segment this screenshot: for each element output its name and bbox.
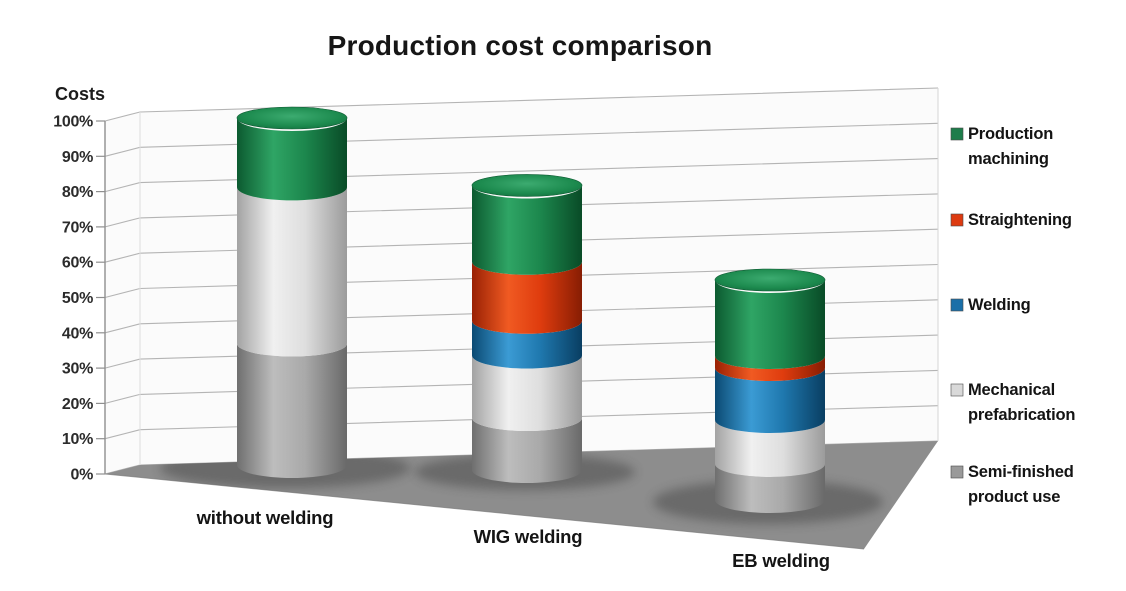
- y-axis: 100% 90% 80% 70% 60% 50% 40% 30% 20% 10% 0%: [53, 114, 106, 484]
- y-tick-label: 60%: [62, 255, 93, 272]
- legend-text-line: Production: [968, 125, 1053, 143]
- legend-swatch-4: [950, 465, 964, 479]
- bar-segment-1-0: [472, 417, 582, 483]
- y-tick-label: 10%: [62, 431, 93, 448]
- legend-swatch-0: [950, 127, 964, 141]
- legend-text-line: Mechanical: [968, 381, 1055, 399]
- floor-front-edge: [104, 473, 865, 550]
- legend-text-0: Production machining: [968, 125, 1053, 168]
- category-labels: without welding WIG welding EB welding: [196, 507, 830, 571]
- chart-title: Production cost comparison: [328, 30, 713, 61]
- legend-item-2: Welding: [950, 296, 1031, 314]
- legend-item-4: Semi-finished product use: [950, 463, 1074, 506]
- category-label-1: WIG welding: [474, 526, 583, 547]
- legend-item-0: Production machining: [950, 125, 1053, 168]
- legend-text-line: Semi-finished: [968, 463, 1074, 481]
- bar-segment-2-2: [715, 368, 825, 433]
- bar-segment-2-1: [715, 420, 825, 477]
- bar-segment-1-4: [472, 185, 582, 275]
- y-tick-label: 20%: [62, 396, 93, 413]
- y-tick-label: 50%: [62, 290, 93, 307]
- legend-text-line: prefabrication: [968, 406, 1075, 424]
- bar-segment-2-4: [715, 280, 825, 369]
- legend-text-2: Welding: [968, 296, 1030, 314]
- y-tick-label: 30%: [62, 361, 93, 378]
- bar-segment-1-3: [472, 261, 582, 334]
- y-tick-label: 100%: [53, 114, 93, 131]
- legend-item-3: Mechanical prefabrication: [950, 381, 1076, 424]
- bar-segment-0-1: [237, 187, 347, 357]
- bar-segment-0-0: [237, 343, 347, 478]
- legend-text-line: product use: [968, 488, 1060, 506]
- y-tick-label: 80%: [62, 184, 93, 201]
- legend-item-1: Straightening: [950, 211, 1072, 229]
- y-tick-label: 0%: [70, 467, 93, 484]
- bar-segment-1-1: [472, 355, 582, 431]
- category-label-2: EB welding: [732, 550, 830, 571]
- legend-text-4: Semi-finished product use: [968, 463, 1074, 506]
- bar-segment-1-2: [472, 320, 582, 369]
- legend-swatch-3: [950, 383, 964, 397]
- bar-top-cap-2: [714, 268, 826, 292]
- y-axis-title: Costs: [55, 84, 105, 104]
- legend-text-3: Mechanical prefabrication: [968, 381, 1075, 424]
- y-tick-label: 90%: [62, 149, 93, 166]
- legend-text-line: Straightening: [968, 211, 1072, 229]
- bar-segment-0-4: [237, 118, 347, 201]
- bar-segment-2-3: [715, 356, 825, 381]
- y-tick-label: 70%: [62, 219, 93, 236]
- legend-text-1: Straightening: [968, 211, 1072, 229]
- y-tick-label: 40%: [62, 325, 93, 342]
- cylinder-bars: [236, 106, 826, 513]
- chart-legend: Production machining Straightening Welding M…: [950, 125, 1076, 506]
- legend-text-line: machining: [968, 150, 1049, 168]
- legend-swatch-2: [950, 298, 964, 312]
- bar-top-cap-1: [471, 174, 583, 197]
- bar-segment-2-0: [715, 464, 825, 513]
- bar-top-cap-0: [236, 106, 348, 130]
- legend-text-line: Welding: [968, 296, 1030, 314]
- legend-swatch-1: [950, 213, 964, 227]
- category-label-0: without welding: [196, 507, 334, 528]
